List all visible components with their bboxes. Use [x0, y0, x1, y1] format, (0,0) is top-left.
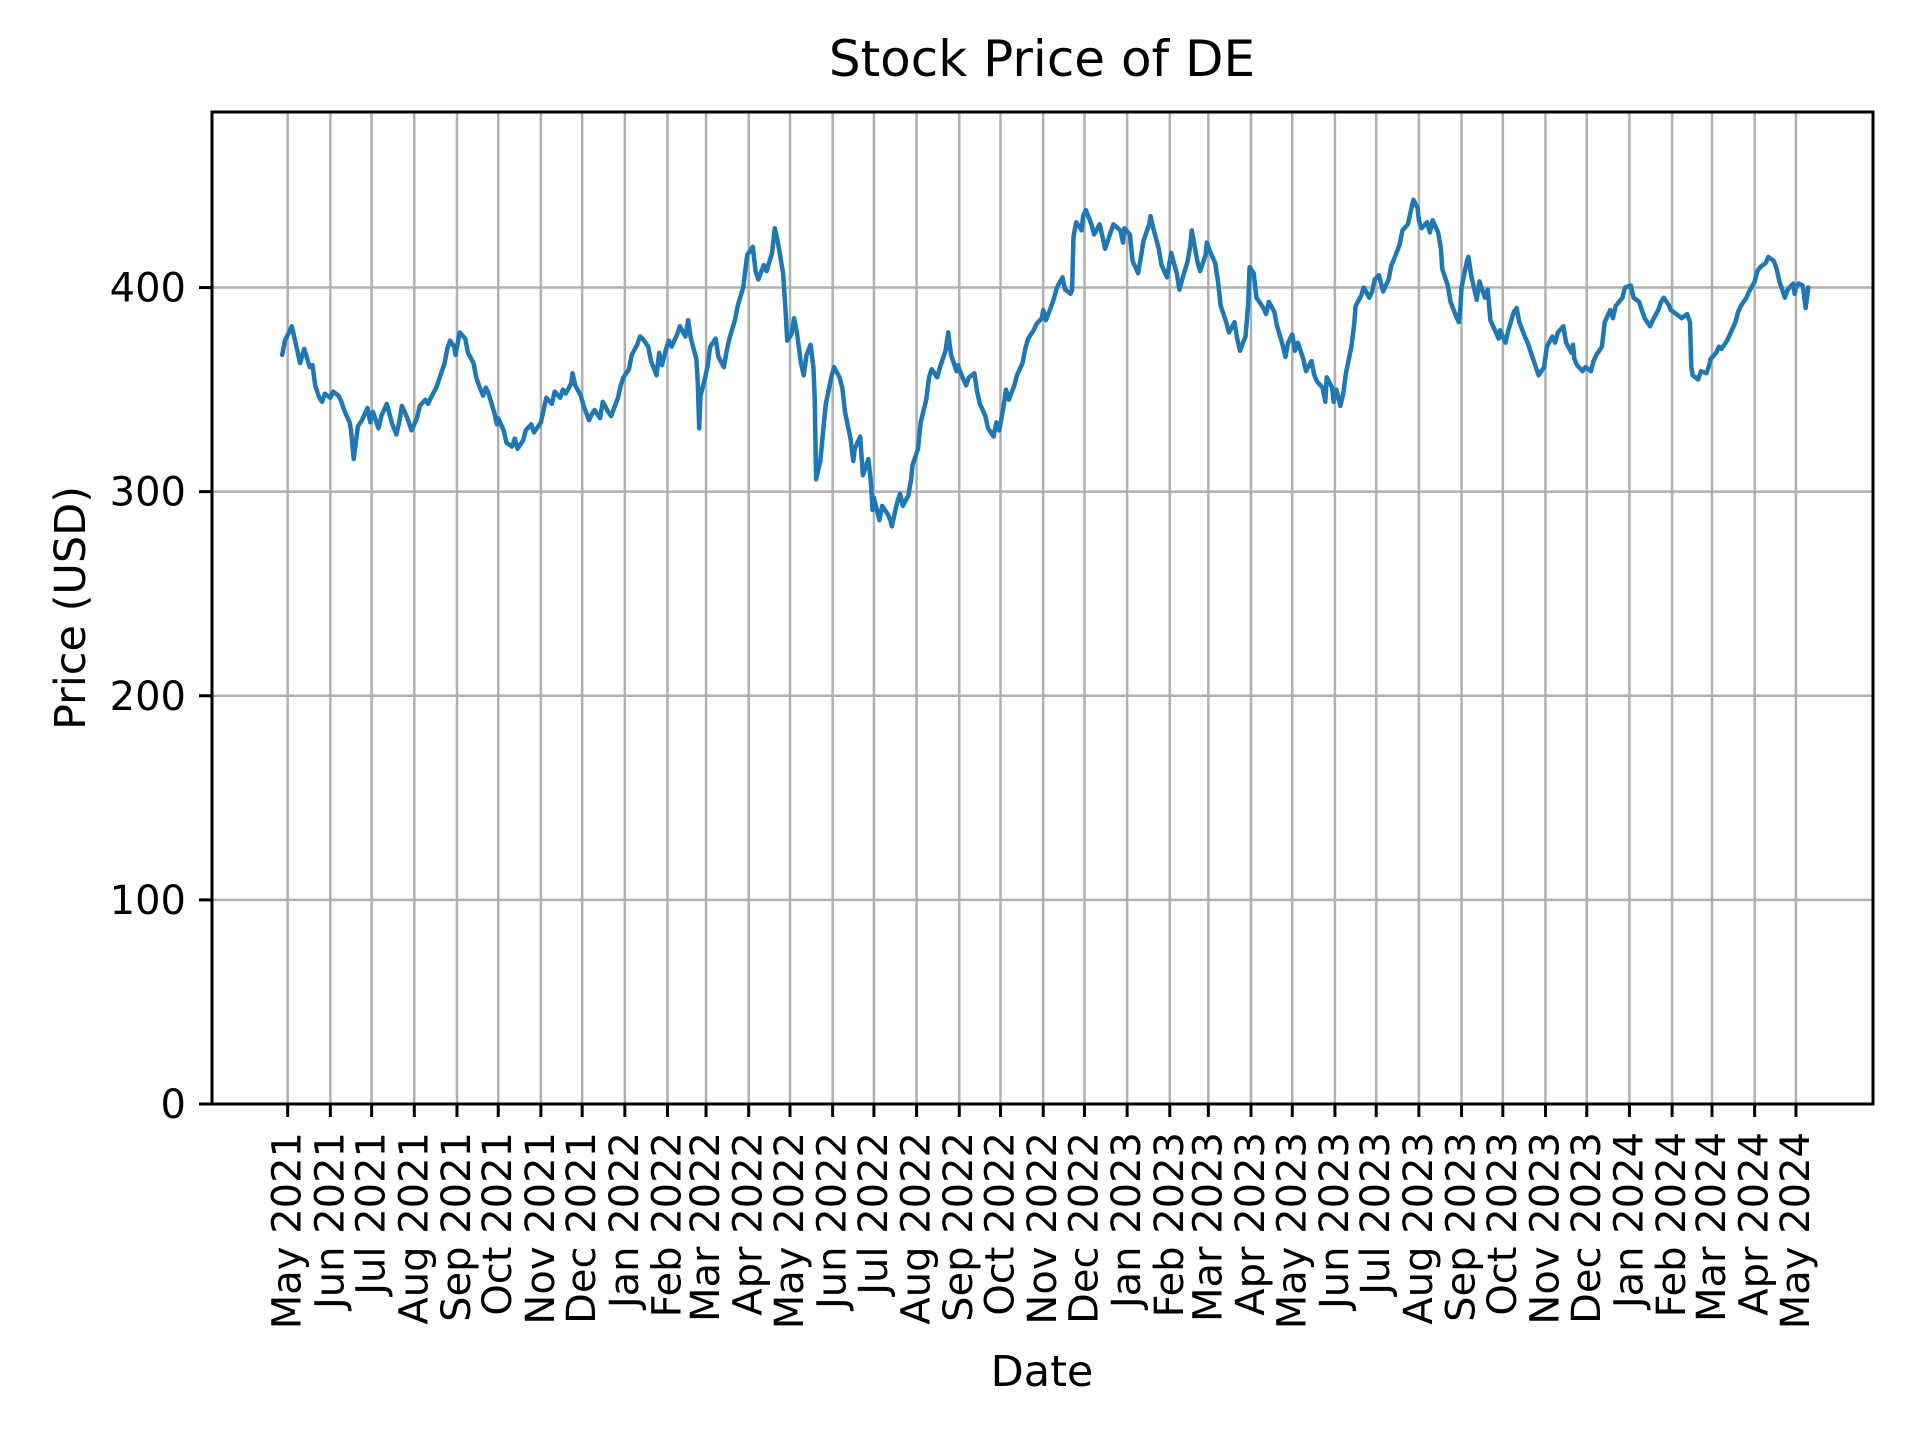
x-tick-label: Dec 2022	[1061, 1132, 1107, 1324]
x-tick-label: Feb 2024	[1649, 1132, 1695, 1317]
x-tick-label: May 2024	[1773, 1132, 1819, 1329]
x-tick-label: Sep 2022	[936, 1132, 982, 1322]
y-tick-label: 100	[110, 878, 186, 924]
x-tick-label: Nov 2021	[518, 1132, 564, 1325]
x-tick-label: May 2022	[767, 1132, 813, 1329]
x-tick-label: Oct 2021	[475, 1132, 521, 1316]
x-tick-label: Jan 2022	[602, 1132, 648, 1311]
axis-layer	[199, 110, 1875, 1117]
x-tick-label: Apr 2024	[1732, 1132, 1778, 1316]
grid-layer	[212, 112, 1873, 1106]
x-tick-label: Nov 2023	[1522, 1132, 1568, 1325]
x-tick-label: Aug 2023	[1396, 1132, 1442, 1325]
x-tick-label: Jul 2022	[851, 1132, 897, 1298]
x-tick-label: Mar 2023	[1185, 1132, 1231, 1322]
x-axis-label: Date	[991, 1347, 1094, 1397]
x-tick-label: Jan 2023	[1104, 1132, 1150, 1311]
x-tick-label: Feb 2022	[645, 1132, 691, 1317]
y-tick-label: 300	[110, 470, 186, 516]
x-tick-label: Mar 2024	[1689, 1132, 1735, 1322]
x-tick-label: Jul 2023	[1353, 1132, 1399, 1298]
x-tick-label: Sep 2021	[434, 1132, 480, 1322]
x-tick-label: May 2023	[1269, 1132, 1315, 1329]
x-tick-label: Jan 2024	[1606, 1132, 1652, 1311]
x-tick-label: Aug 2022	[894, 1132, 940, 1325]
x-tick-label: Nov 2022	[1020, 1132, 1066, 1325]
x-tick-label: Mar 2022	[683, 1132, 729, 1322]
x-tick-label: Apr 2022	[726, 1132, 772, 1316]
y-tick-label: 200	[110, 674, 186, 720]
x-tick-label: Oct 2022	[978, 1132, 1024, 1316]
price-line	[279, 197, 1811, 529]
x-tick-label: Aug 2021	[391, 1132, 437, 1325]
y-tick-label: 400	[110, 266, 186, 312]
x-tick-label: Jun 2023	[1312, 1132, 1358, 1312]
x-tick-label: Oct 2023	[1480, 1132, 1526, 1316]
x-tick-label: Dec 2021	[559, 1132, 605, 1324]
x-tick-label: Feb 2023	[1147, 1132, 1193, 1317]
series-layer	[279, 197, 1811, 529]
y-axis-label: Price (USD)	[46, 486, 96, 730]
y-tick-label: 0	[161, 1082, 186, 1128]
x-tick-label: Jun 2021	[307, 1132, 353, 1312]
x-tick-label: Jun 2022	[810, 1132, 856, 1312]
x-tick-label: Sep 2023	[1439, 1132, 1485, 1322]
axes-spines	[210, 110, 1875, 1106]
x-tick-label: Apr 2023	[1228, 1132, 1274, 1316]
x-tick-label: May 2021	[265, 1132, 311, 1329]
x-tick-label: Dec 2023	[1564, 1132, 1610, 1324]
x-tick-label: Jul 2021	[349, 1132, 395, 1298]
chart-title: Stock Price of DE	[829, 30, 1255, 88]
